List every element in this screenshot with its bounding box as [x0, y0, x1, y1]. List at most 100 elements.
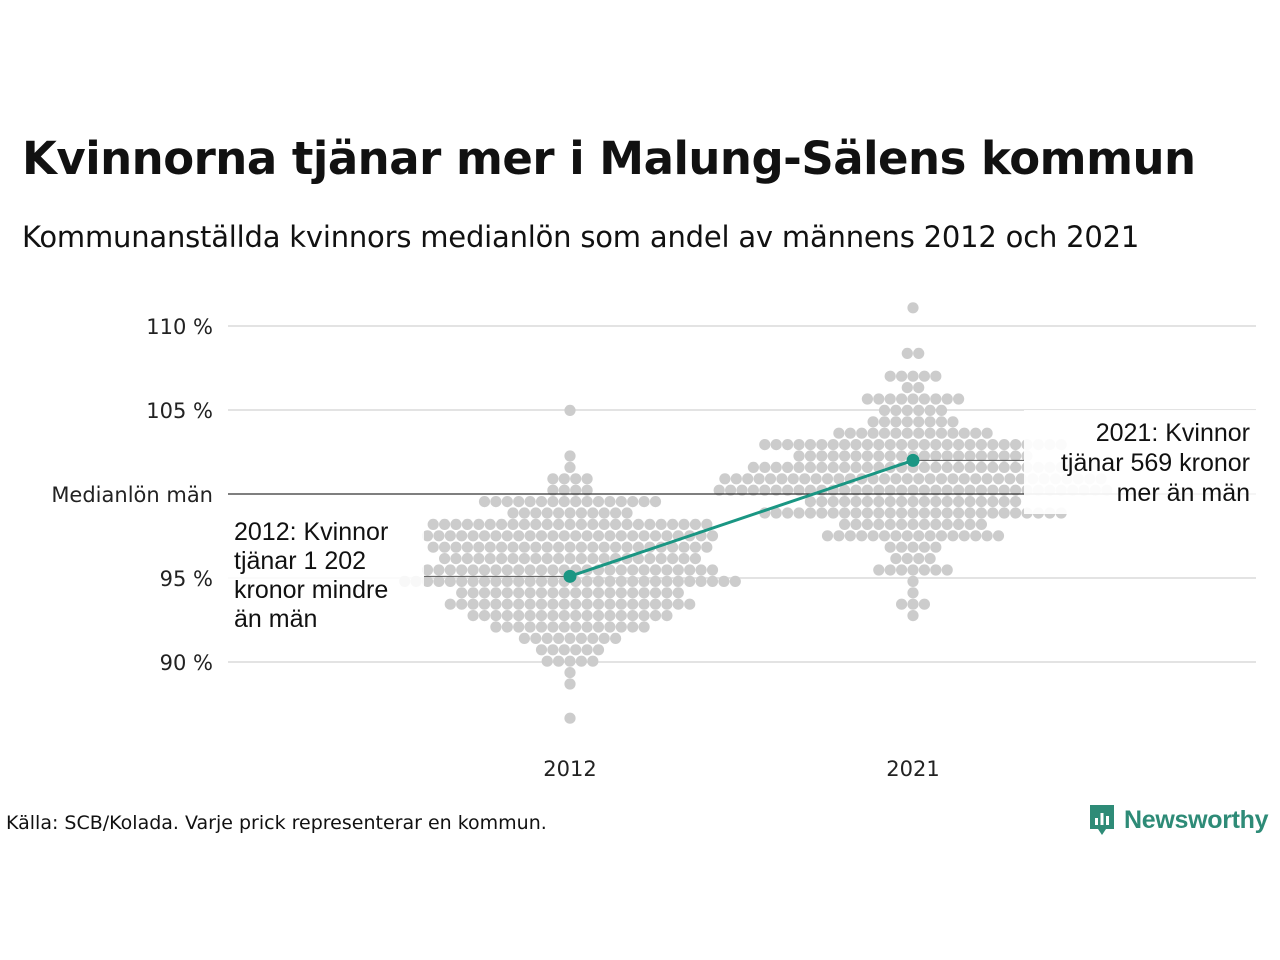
- municipality-dot: [856, 530, 868, 542]
- municipality-dot: [684, 564, 696, 576]
- municipality-dot: [896, 496, 908, 508]
- municipality-dot: [884, 393, 896, 405]
- municipality-dot: [490, 564, 502, 576]
- municipality-dot: [598, 541, 610, 553]
- municipality-dot: [918, 439, 931, 451]
- municipality-dot: [884, 439, 896, 451]
- municipality-dot: [924, 530, 936, 542]
- municipality-dot: [764, 473, 777, 485]
- municipality-dot: [456, 564, 468, 576]
- municipality-dot: [856, 427, 868, 439]
- municipality-dot: [987, 450, 999, 462]
- municipality-dot: [501, 530, 513, 542]
- municipality-dot: [541, 541, 553, 553]
- municipality-dot: [901, 382, 913, 394]
- municipality-dot: [467, 598, 479, 610]
- municipality-dot: [524, 530, 536, 542]
- municipality-dot: [615, 575, 627, 588]
- municipality-dot: [581, 644, 593, 656]
- municipality-dot: [490, 610, 502, 622]
- municipality-dot: [433, 530, 445, 542]
- municipality-dot: [839, 450, 851, 462]
- municipality-dot: [953, 393, 965, 405]
- municipality-dot: [850, 439, 862, 451]
- municipality-dot: [861, 518, 874, 531]
- municipality-dot: [615, 621, 627, 633]
- municipality-dot: [433, 575, 445, 588]
- municipality-dot: [478, 575, 491, 588]
- municipality-dot: [718, 575, 730, 588]
- municipality-dot: [501, 564, 513, 576]
- municipality-dot: [553, 553, 565, 565]
- annotation-line: än män: [234, 605, 317, 633]
- municipality-dot: [873, 564, 885, 576]
- municipality-dot: [513, 610, 525, 622]
- municipality-dot: [804, 450, 817, 462]
- municipality-dot: [804, 496, 817, 508]
- municipality-dot: [507, 518, 519, 531]
- municipality-dot: [867, 427, 879, 439]
- municipality-dot: [713, 484, 725, 496]
- municipality-dots: [399, 302, 1113, 724]
- municipality-dot: [701, 541, 713, 553]
- municipality-dot: [604, 587, 616, 599]
- municipality-dot: [547, 598, 559, 610]
- municipality-dot: [896, 439, 908, 451]
- municipality-dot: [535, 621, 548, 633]
- municipality-dot: [975, 461, 988, 473]
- municipality-dot: [575, 518, 588, 531]
- municipality-dot: [456, 587, 468, 599]
- municipality-dot: [649, 564, 662, 576]
- municipality-dot: [598, 632, 610, 645]
- municipality-dot: [941, 564, 953, 576]
- municipality-dot: [530, 541, 542, 553]
- source-note: Källa: SCB/Kolada. Varje prick represent…: [6, 812, 547, 834]
- municipality-dot: [649, 610, 662, 622]
- municipality-dot: [661, 575, 673, 588]
- municipality-dot: [907, 564, 919, 576]
- municipality-dot: [964, 484, 976, 496]
- municipality-dot: [558, 598, 570, 610]
- y-tick-label: 110 %: [146, 315, 213, 339]
- municipality-dot: [598, 553, 610, 565]
- municipality-dot: [970, 473, 982, 485]
- municipality-dot: [930, 518, 942, 531]
- municipality-dot: [484, 518, 496, 531]
- municipality-dot: [896, 518, 908, 531]
- annotation-2021: 2021: Kvinnor tjänar 569 kronor mer än män: [1061, 419, 1250, 507]
- municipality-dot: [787, 473, 799, 485]
- municipality-dot: [592, 496, 605, 508]
- municipality-dot: [427, 518, 439, 531]
- municipality-dot: [884, 564, 896, 576]
- municipality-dot: [706, 530, 719, 542]
- municipality-dot: [901, 347, 913, 359]
- municipality-dot: [890, 416, 902, 428]
- municipality-dot: [913, 473, 925, 485]
- municipality-dot: [890, 530, 902, 542]
- municipality-dot: [907, 541, 919, 553]
- municipality-dot: [918, 598, 931, 610]
- municipality-dot: [570, 644, 582, 656]
- municipality-dot: [918, 507, 931, 519]
- municipality-dot: [958, 473, 970, 485]
- municipality-dot: [953, 518, 965, 531]
- municipality-dot: [513, 564, 525, 576]
- municipality-dot: [742, 473, 754, 485]
- annotations: 2012: Kvinnor tjänar 1 202 kronor mindre än…: [228, 410, 1256, 642]
- municipality-dot: [901, 553, 913, 565]
- municipality-dot: [930, 507, 942, 519]
- municipality-dot: [730, 473, 742, 485]
- municipality-dot: [581, 575, 593, 588]
- municipality-dot: [553, 518, 565, 531]
- municipality-dot: [547, 473, 559, 485]
- municipality-dot: [444, 564, 456, 576]
- municipality-dot: [621, 541, 633, 553]
- municipality-dot: [627, 610, 639, 622]
- municipality-dot: [884, 370, 896, 382]
- municipality-dot: [987, 484, 999, 496]
- municipality-dot: [524, 621, 536, 633]
- municipality-dot: [850, 496, 862, 508]
- municipality-dot: [490, 598, 502, 610]
- municipality-dot: [575, 655, 588, 667]
